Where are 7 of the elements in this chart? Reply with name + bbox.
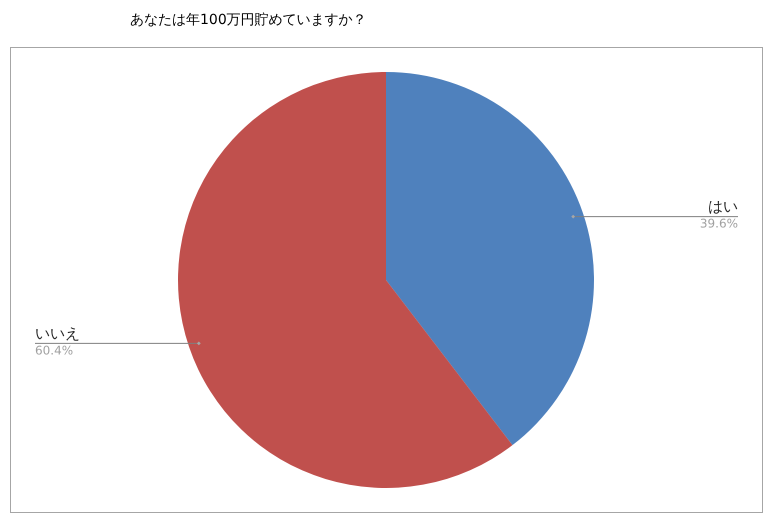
pie-slice [386,72,594,446]
data-label: 39.6% [700,216,738,231]
slice-label: いいえ [35,324,80,342]
data-label: 60.4% [35,343,74,358]
pie-slice [178,72,512,488]
chart-title: あなたは年100万円貯めていますか？ [130,12,367,28]
slice-label: はい [708,198,738,216]
